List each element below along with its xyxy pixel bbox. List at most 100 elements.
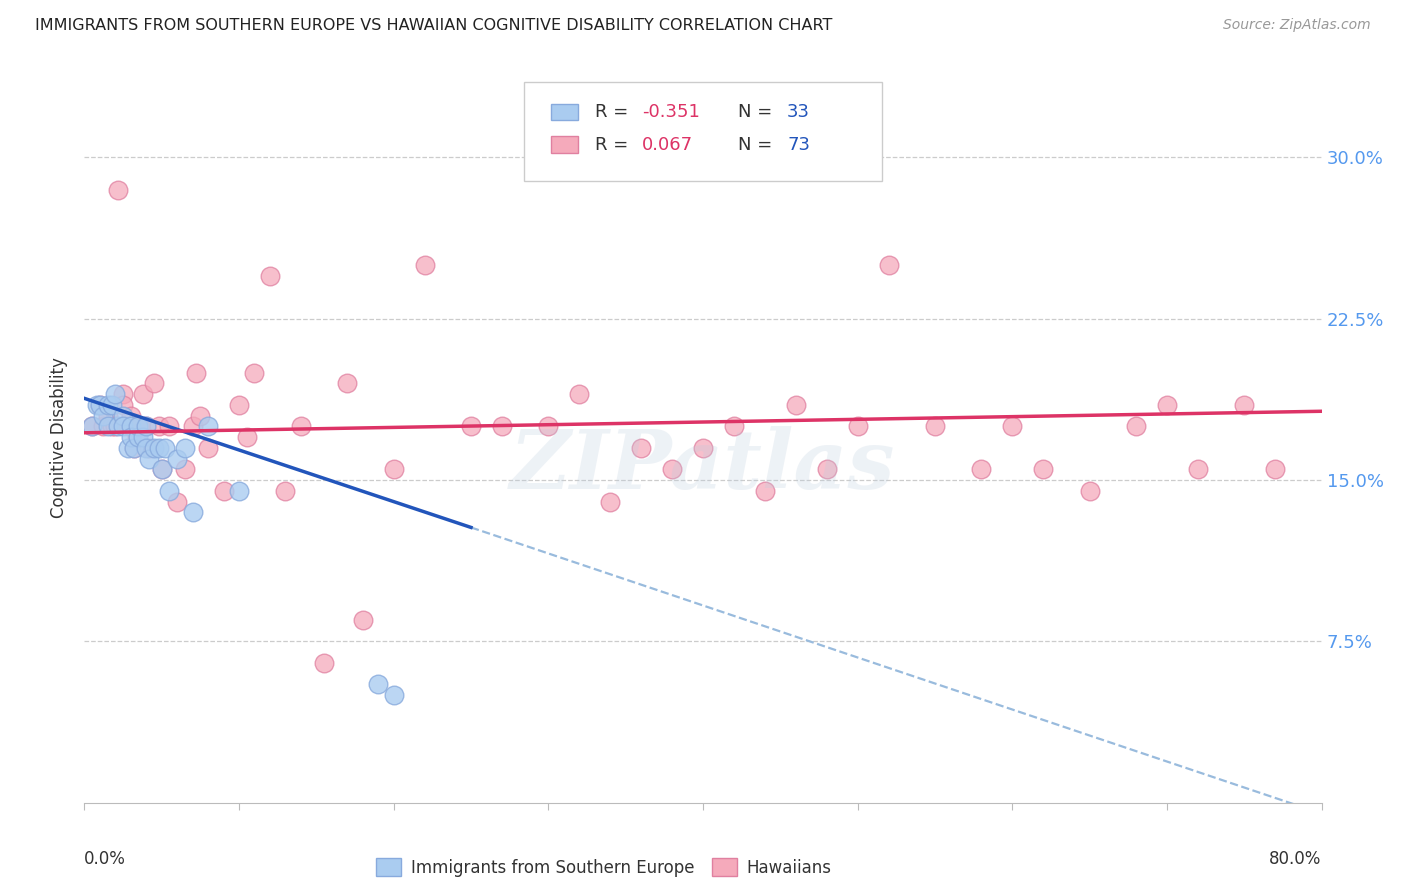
Point: [91, 419, 114, 434]
Point: [143, 441, 166, 455]
Point: [754, 483, 776, 498]
Point: [491, 419, 513, 434]
Point: [1078, 483, 1101, 498]
Point: [228, 398, 250, 412]
Point: [568, 387, 591, 401]
Point: [112, 409, 135, 423]
Point: [122, 441, 145, 455]
Point: [661, 462, 683, 476]
Point: [382, 462, 405, 476]
Point: [112, 419, 135, 434]
FancyBboxPatch shape: [551, 136, 578, 153]
Point: [104, 387, 127, 401]
Point: [212, 483, 235, 498]
Point: [148, 441, 170, 455]
Point: [228, 483, 250, 498]
Point: [107, 419, 129, 434]
Text: 33: 33: [787, 103, 810, 120]
Text: R =: R =: [595, 103, 634, 120]
Point: [89, 398, 111, 412]
FancyBboxPatch shape: [551, 103, 578, 120]
Point: [243, 366, 266, 380]
Point: [1187, 462, 1209, 476]
Point: [153, 441, 176, 455]
Text: ZIPatlas: ZIPatlas: [510, 426, 896, 507]
Point: [877, 258, 900, 272]
Legend: Immigrants from Southern Europe, Hawaiians: Immigrants from Southern Europe, Hawaiia…: [370, 851, 838, 883]
Point: [97, 398, 120, 412]
Point: [723, 419, 745, 434]
Point: [150, 462, 173, 476]
Point: [138, 451, 160, 466]
Point: [148, 419, 170, 434]
Point: [630, 441, 652, 455]
Point: [120, 430, 142, 444]
Point: [181, 419, 204, 434]
Point: [101, 419, 124, 434]
Point: [159, 419, 181, 434]
Point: [815, 462, 838, 476]
Point: [97, 409, 120, 423]
Point: [174, 462, 197, 476]
Point: [1032, 462, 1054, 476]
Point: [352, 613, 374, 627]
Point: [97, 419, 120, 434]
Point: [120, 419, 142, 434]
Text: 80.0%: 80.0%: [1270, 850, 1322, 868]
Point: [86, 398, 108, 412]
Point: [785, 398, 807, 412]
Text: N =: N =: [738, 136, 778, 153]
Point: [104, 419, 127, 434]
Point: [112, 387, 135, 401]
Point: [135, 419, 157, 434]
Point: [150, 462, 173, 476]
Point: [159, 483, 181, 498]
Point: [1264, 462, 1286, 476]
Point: [184, 366, 207, 380]
Point: [924, 419, 946, 434]
Point: [117, 441, 139, 455]
Point: [181, 505, 204, 519]
Point: [91, 409, 114, 423]
Point: [132, 387, 155, 401]
Text: -0.351: -0.351: [643, 103, 700, 120]
Point: [314, 656, 336, 670]
Text: R =: R =: [595, 136, 634, 153]
Point: [89, 398, 111, 412]
Point: [413, 258, 436, 272]
Point: [120, 409, 142, 423]
Point: [382, 688, 405, 702]
Point: [274, 483, 297, 498]
Point: [197, 419, 219, 434]
Point: [367, 677, 389, 691]
Point: [132, 430, 155, 444]
Point: [290, 419, 312, 434]
Point: [138, 441, 160, 455]
Point: [107, 183, 129, 197]
Point: [128, 419, 150, 434]
Point: [846, 419, 869, 434]
Text: 0.067: 0.067: [643, 136, 693, 153]
Point: [125, 430, 148, 444]
Point: [188, 409, 212, 423]
FancyBboxPatch shape: [523, 82, 883, 181]
Point: [135, 419, 157, 434]
Point: [166, 451, 188, 466]
Point: [970, 462, 993, 476]
Point: [460, 419, 482, 434]
Point: [1001, 419, 1024, 434]
Point: [82, 419, 104, 434]
Text: Source: ZipAtlas.com: Source: ZipAtlas.com: [1223, 18, 1371, 32]
Point: [101, 398, 124, 412]
Point: [128, 430, 150, 444]
Point: [166, 494, 188, 508]
Point: [236, 430, 259, 444]
Point: [259, 268, 281, 283]
Point: [174, 441, 197, 455]
Point: [129, 419, 152, 434]
Point: [117, 419, 139, 434]
Point: [1125, 419, 1147, 434]
Point: [336, 376, 359, 391]
Y-axis label: Cognitive Disability: Cognitive Disability: [51, 357, 69, 517]
Point: [197, 441, 219, 455]
